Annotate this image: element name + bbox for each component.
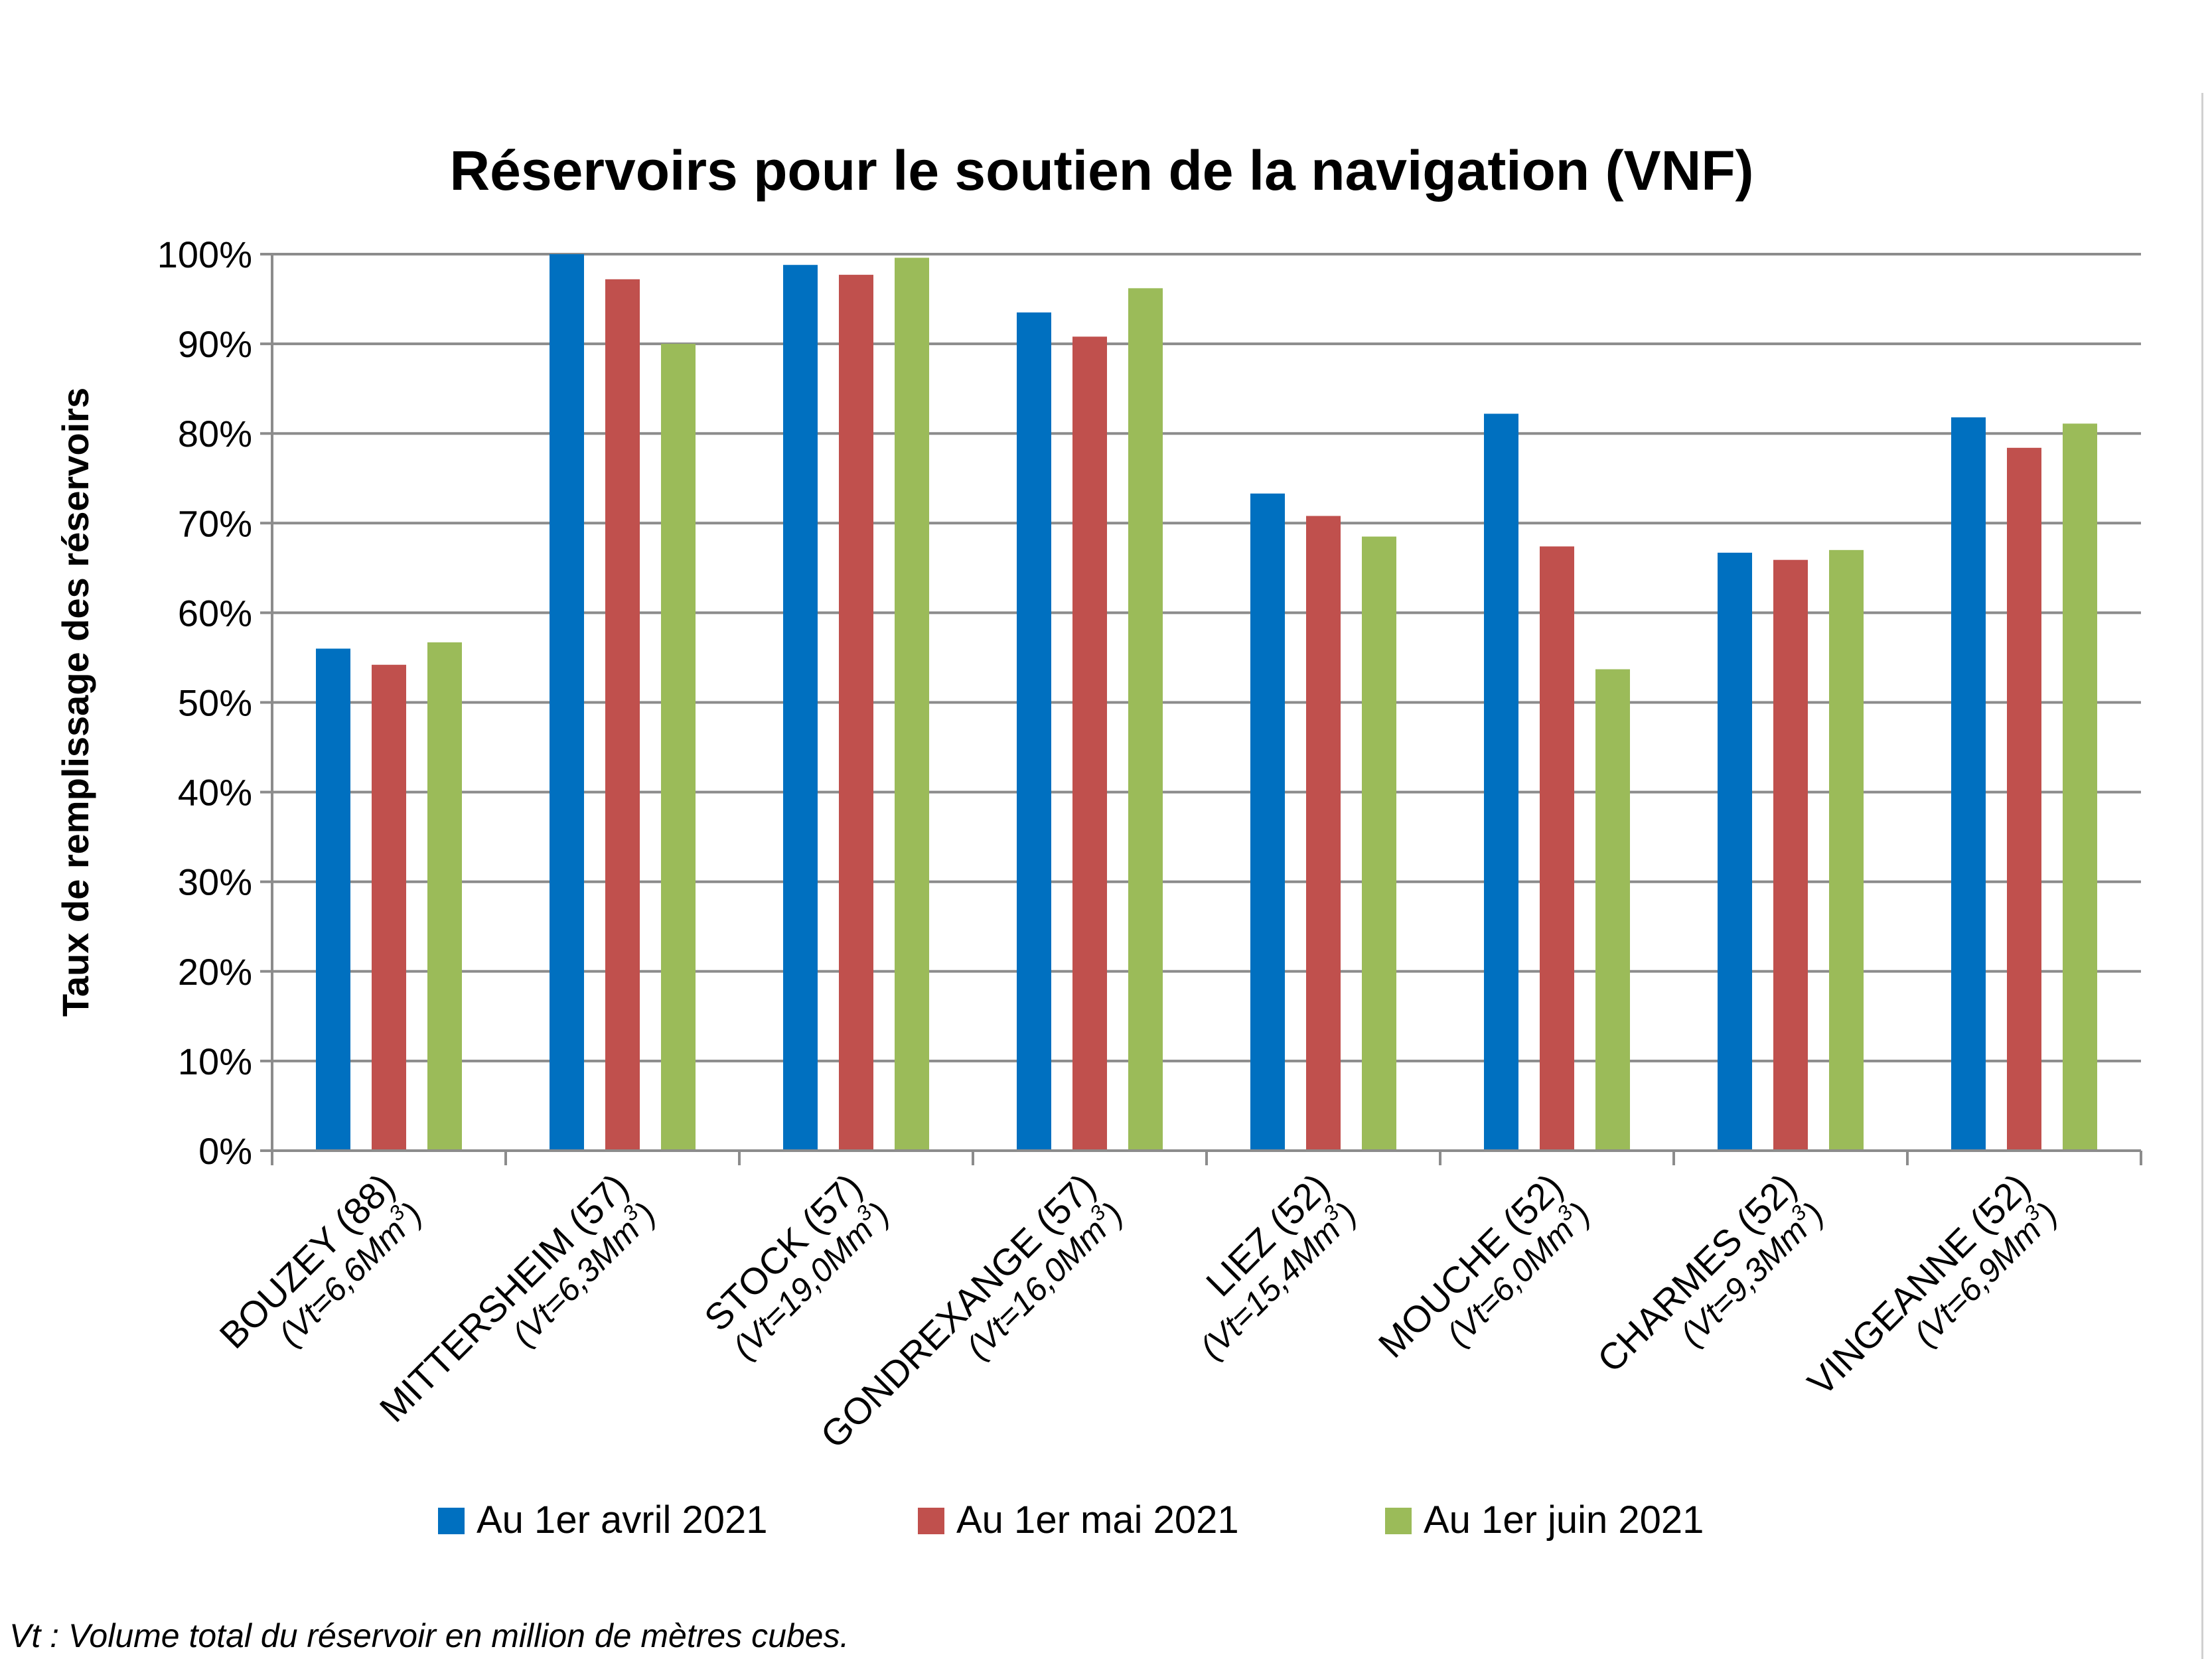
x-tick-label: MOUCHE (52)(Vt=6,0Mm3) bbox=[1370, 1165, 1597, 1366]
legend-item: Au 1er avril 2021 bbox=[438, 1498, 767, 1542]
bar bbox=[605, 279, 640, 1151]
bar bbox=[427, 642, 462, 1151]
bar bbox=[895, 257, 929, 1151]
y-tick-label: 100% bbox=[157, 234, 252, 275]
bar bbox=[316, 648, 350, 1151]
legend-item: Au 1er mai 2021 bbox=[918, 1498, 1239, 1542]
legend-item: Au 1er juin 2021 bbox=[1385, 1498, 1704, 1542]
bars bbox=[316, 254, 2097, 1151]
bar bbox=[2007, 447, 2041, 1151]
bar bbox=[783, 265, 818, 1151]
bar bbox=[1362, 536, 1396, 1151]
legend-swatch bbox=[438, 1508, 465, 1534]
y-tick-label: 20% bbox=[178, 951, 252, 993]
bar bbox=[1250, 493, 1285, 1151]
legend: Au 1er avril 2021 Au 1er mai 2021 Au 1er j… bbox=[438, 1498, 1704, 1542]
y-tick-label: 40% bbox=[178, 772, 252, 814]
category-name: VINGEANNE (52) bbox=[1799, 1165, 2037, 1404]
y-tick-label: 60% bbox=[178, 592, 252, 634]
bar bbox=[1773, 559, 1808, 1151]
y-tick-label: 30% bbox=[178, 861, 252, 903]
y-axis-ticks: 0% 10% 20% 30% 40% 50% 60% 70% 80% 90% 100% bbox=[157, 234, 252, 1172]
x-axis-labels: BOUZEY (88)(Vt=6,6Mm3)MITTERSHEIM (57)(V… bbox=[211, 1165, 2065, 1456]
legend-label: Au 1er juin 2021 bbox=[1424, 1498, 1704, 1542]
legend-label: Au 1er avril 2021 bbox=[477, 1498, 767, 1542]
x-tick-label: VINGEANNE (52)(Vt=6,9Mm3) bbox=[1799, 1165, 2065, 1404]
bar bbox=[1829, 549, 1864, 1151]
chart-title: Réservoirs pour le soutien de la navigat… bbox=[449, 139, 1753, 202]
y-axis-label: Taux de remplissage des réservoirs bbox=[54, 388, 96, 1017]
y-tick-label: 70% bbox=[178, 502, 252, 544]
bar bbox=[1128, 288, 1163, 1151]
bar bbox=[2063, 423, 2097, 1151]
bar bbox=[372, 664, 406, 1151]
footnote: Vt : Volume total du réservoir en millio… bbox=[9, 1617, 849, 1654]
x-tick-label: LIEZ (52)(Vt=15,4Mm3) bbox=[1190, 1165, 1364, 1366]
bar bbox=[661, 344, 696, 1151]
bar bbox=[550, 254, 584, 1151]
y-tick-label: 10% bbox=[178, 1041, 252, 1082]
bar bbox=[1072, 336, 1107, 1151]
bar bbox=[839, 275, 873, 1151]
x-tick-label: STOCK (57)(Vt=19,0Mm3) bbox=[696, 1165, 897, 1366]
bar bbox=[1595, 669, 1630, 1151]
axes bbox=[271, 254, 2142, 1165]
bar bbox=[1306, 516, 1341, 1151]
x-tick-label: BOUZEY (88)(Vt=6,6Mm3) bbox=[211, 1165, 429, 1356]
panel-divider bbox=[2201, 93, 2203, 1659]
y-tick-label: 80% bbox=[178, 413, 252, 455]
legend-swatch bbox=[918, 1508, 944, 1534]
bar bbox=[1718, 552, 1752, 1151]
bar bbox=[1017, 312, 1051, 1151]
bar bbox=[1540, 546, 1574, 1151]
y-tick-label: 0% bbox=[198, 1130, 252, 1172]
legend-label: Au 1er mai 2021 bbox=[956, 1498, 1239, 1542]
bar bbox=[1484, 413, 1518, 1151]
x-tick-label: CHARMES (52)(Vt=9,3Mm3) bbox=[1589, 1165, 1831, 1380]
y-tick-label: 50% bbox=[178, 682, 252, 724]
bar bbox=[1951, 417, 1986, 1151]
y-tick-label: 90% bbox=[178, 323, 252, 365]
legend-swatch bbox=[1385, 1508, 1412, 1534]
